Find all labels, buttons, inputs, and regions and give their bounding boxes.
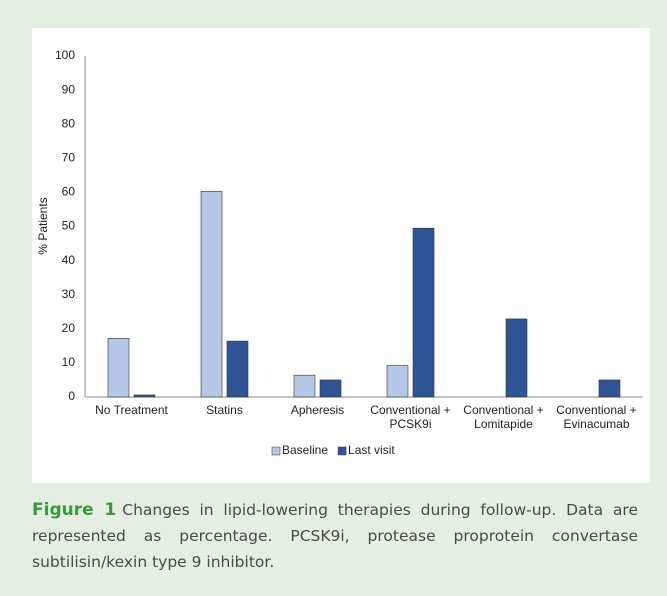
x-tick-label: Conventional + PCSK9i: [370, 403, 451, 431]
bar: [200, 191, 223, 398]
y-tick-label: 10: [62, 355, 76, 369]
y-tick-label: 40: [62, 253, 76, 267]
bar: [107, 338, 130, 398]
caption-label: Figure 1: [32, 500, 117, 520]
bar: [598, 379, 621, 398]
legend-swatch: [271, 446, 281, 456]
caption-text: Changes in lipid-lowering therapies duri…: [32, 501, 638, 571]
y-tick-label: 0: [68, 389, 75, 403]
legend-swatch: [337, 446, 347, 456]
bar: [133, 394, 156, 398]
y-tick-label: 50: [62, 219, 76, 233]
bar: [319, 379, 342, 398]
y-tick-label: 80: [62, 116, 76, 130]
caption: Figure 1 Changes in lipid-lowering therap…: [32, 497, 638, 575]
x-tick-label: No Treatment: [95, 403, 168, 417]
x-tick-label: Apheresis: [290, 403, 345, 417]
legend-label: Baseline: [282, 443, 328, 457]
y-tick-label: 30: [62, 287, 76, 301]
x-tick-label: Statins: [206, 403, 243, 417]
bar: [505, 318, 528, 398]
y-tick-label: 60: [62, 185, 76, 199]
y-tick-label: 100: [55, 48, 75, 62]
x-tick-label: Conventional + Evinacumab: [556, 403, 637, 431]
bar: [293, 374, 316, 398]
y-tick-label: 90: [62, 82, 76, 96]
y-tick-label: 20: [62, 321, 76, 335]
chart-panel: [32, 28, 650, 483]
bar: [226, 340, 249, 398]
legend-label: Last visit: [348, 443, 395, 457]
y-tick-label: 70: [62, 150, 76, 164]
y-axis-label: % Patients: [36, 197, 50, 254]
bar: [386, 365, 409, 398]
bar: [412, 227, 435, 398]
x-tick-label: Conventional + Lomitapide: [463, 403, 544, 431]
